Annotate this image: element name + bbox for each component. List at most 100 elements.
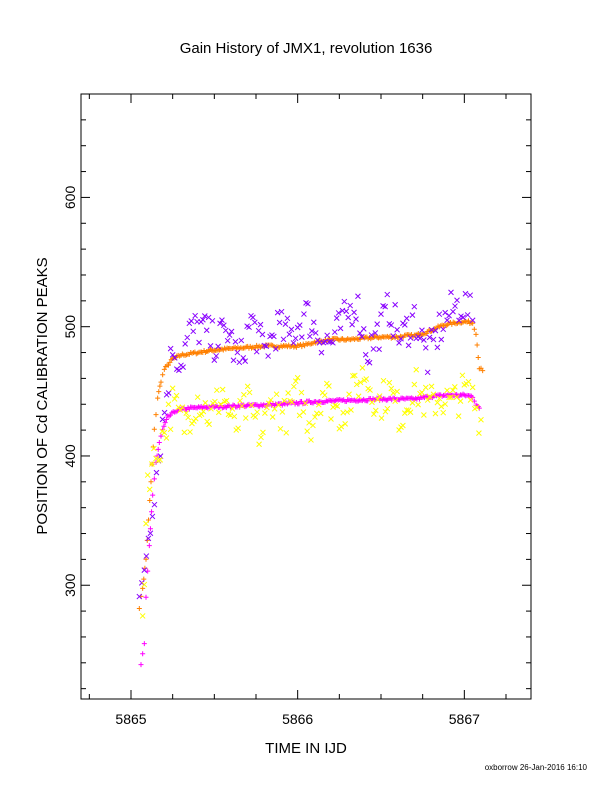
data-point [422, 344, 429, 351]
data-point [176, 367, 182, 374]
data-point [290, 340, 297, 346]
data-point [442, 309, 449, 316]
data-point [388, 385, 395, 392]
data-point [163, 435, 170, 441]
data-point [151, 445, 157, 452]
series-0 [136, 318, 486, 612]
x-tick-label: 5867 [449, 711, 480, 727]
data-point [237, 397, 243, 404]
data-point [310, 422, 316, 429]
data-point [317, 410, 324, 417]
data-point [310, 319, 317, 326]
data-point [470, 320, 476, 326]
data-point [302, 400, 309, 407]
data-point [272, 346, 279, 352]
data-point [161, 429, 168, 436]
data-point [167, 359, 173, 365]
data-point [403, 407, 410, 413]
data-point [298, 334, 305, 340]
data-point [374, 321, 381, 328]
data-point [342, 420, 349, 427]
data-point [147, 530, 154, 537]
data-point [211, 357, 218, 363]
data-point [300, 409, 307, 415]
y-tick-label: 600 [62, 186, 78, 210]
data-point [455, 413, 462, 419]
data-point [378, 311, 384, 317]
data-point [150, 492, 156, 498]
data-point [229, 406, 236, 412]
data-point [158, 379, 164, 385]
data-point [384, 405, 391, 412]
data-point [158, 433, 164, 439]
series-1 [138, 391, 482, 668]
data-point [378, 415, 385, 421]
data-point [324, 332, 331, 339]
data-point [351, 309, 357, 316]
series-layer [136, 289, 486, 668]
data-point [246, 389, 253, 396]
data-point [138, 580, 145, 586]
data-point [436, 311, 443, 318]
data-point [171, 355, 178, 361]
y-tick-label: 500 [62, 315, 78, 339]
data-point [265, 400, 272, 407]
data-point [392, 398, 399, 405]
data-point [139, 613, 146, 619]
data-point [411, 303, 418, 310]
data-point [440, 409, 447, 416]
data-point [147, 498, 153, 504]
data-point [363, 376, 370, 382]
x-tick-label: 5865 [115, 711, 146, 727]
data-point [282, 321, 289, 327]
plot-area [80, 93, 532, 700]
data-point [407, 409, 414, 416]
data-point [355, 293, 361, 300]
data-point [200, 316, 206, 323]
data-point [296, 322, 303, 328]
data-point [167, 426, 174, 433]
data-point [334, 403, 341, 410]
data-point [177, 407, 184, 413]
y-axis-label: POSITION OF Cd CALIBRATION PEAKS [34, 257, 51, 534]
data-point [424, 397, 431, 403]
data-point [480, 368, 486, 374]
data-point [251, 319, 258, 326]
data-point [161, 366, 167, 372]
data-point [230, 357, 237, 364]
data-point [161, 423, 167, 429]
data-point [346, 391, 352, 398]
data-point [149, 513, 156, 520]
data-point [307, 333, 313, 340]
x-axis-label: TIME IN IJD [265, 740, 347, 757]
data-point [273, 391, 280, 398]
data-point [438, 403, 445, 410]
data-point [432, 327, 439, 334]
data-point [201, 313, 208, 319]
data-point [462, 290, 469, 297]
data-point [421, 412, 427, 418]
data-point [160, 372, 166, 378]
data-point [444, 317, 450, 324]
data-point [369, 399, 375, 406]
data-point [308, 328, 315, 334]
data-point [413, 366, 420, 373]
data-point [384, 291, 391, 298]
data-point [371, 411, 377, 417]
data-point [146, 543, 152, 549]
data-point [246, 324, 252, 331]
data-point [208, 405, 214, 412]
data-point [284, 315, 291, 322]
data-point [298, 389, 305, 396]
data-point [306, 419, 312, 426]
data-point [382, 408, 389, 415]
data-point [147, 526, 153, 532]
data-point [471, 326, 477, 332]
data-point [202, 400, 209, 406]
data-point [252, 414, 259, 420]
data-point [141, 641, 147, 647]
data-point [292, 335, 299, 342]
data-point [380, 377, 387, 384]
data-point [151, 476, 157, 482]
data-point [436, 395, 443, 402]
